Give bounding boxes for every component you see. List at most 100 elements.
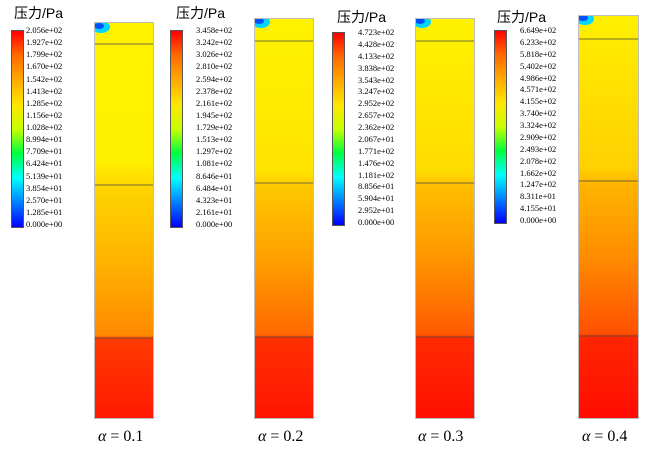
legend-title: 压力/Pa (176, 5, 226, 21)
pressure-contour-column (94, 22, 154, 419)
colorbar-tick-label: 1.799e+02 (26, 49, 63, 60)
colorbar-tick-label: 2.570e+01 (26, 194, 63, 205)
pressure-contour-plot (579, 16, 638, 418)
colorbar-tick-label: 3.458e+02 (196, 25, 233, 35)
pressure-contour-plot (95, 23, 153, 418)
legend-title: 压力/Pa (337, 9, 387, 25)
alpha-value: = 0.2 (270, 428, 304, 445)
colorbar-tick-label: 1.670e+02 (26, 61, 63, 72)
colorbar-tick-label: 8.311e+01 (520, 191, 556, 202)
contour-field (579, 16, 638, 418)
colorbar (170, 30, 183, 228)
colorbar-tick-label: 7.709e+01 (26, 146, 63, 157)
colorbar-tick-label: 4.323e+01 (196, 194, 233, 205)
colorbar-tick-label: 5.139e+01 (26, 170, 63, 181)
colorbar-tick-label: 3.242e+02 (196, 37, 233, 48)
colorbar-tick-label: 0.000e+00 (358, 217, 395, 227)
colorbar-tick-label: 2.078e+02 (520, 155, 557, 166)
colorbar-tick-label: 5.818e+02 (520, 48, 557, 59)
colorbar-tick-label: 0.000e+00 (520, 215, 557, 225)
inlet-low-pressure-core (95, 23, 104, 29)
colorbar-tick-label: 3.838e+02 (358, 62, 395, 73)
colorbar-tick-label: 1.476e+02 (358, 157, 395, 168)
colorbar-tick-label: 2.362e+02 (358, 122, 395, 132)
alpha-symbol: α (418, 428, 427, 445)
contour-field (95, 23, 153, 418)
alpha-label: α = 0.4 (582, 428, 627, 446)
legend-title: 压力/Pa (14, 5, 64, 21)
colorbar-tick-label: 4.428e+02 (358, 38, 395, 49)
inlet-low-pressure-core (579, 16, 588, 21)
colorbar-tick-label: 4.723e+02 (358, 27, 395, 37)
colorbar-tick-label: 2.909e+02 (520, 131, 557, 142)
colorbar-tick-label: 1.413e+02 (26, 85, 63, 96)
alpha-label: α = 0.1 (98, 428, 143, 446)
colorbar-tick-label: 6.484e+01 (196, 182, 233, 193)
alpha-symbol: α (258, 428, 267, 445)
colorbar-tick-label: 2.657e+02 (358, 110, 395, 121)
pressure-contour-column (578, 15, 639, 419)
colorbar-tick-label: 2.810e+02 (196, 61, 233, 72)
colorbar-tick-label: 1.729e+02 (196, 122, 233, 132)
colorbar-tick-label: 2.493e+02 (520, 143, 557, 154)
colorbar (11, 30, 24, 228)
colorbar-tick-label: 2.952e+01 (358, 205, 395, 216)
inlet-low-pressure-core (416, 19, 425, 24)
pressure-contour-plot (416, 19, 474, 418)
pressure-contour-column (254, 18, 314, 419)
colorbar-tick-label: 5.904e+01 (358, 193, 395, 204)
colorbar-tick-label: 6.233e+02 (520, 36, 557, 47)
colorbar-tick-label: 1.028e+02 (26, 122, 63, 132)
colorbar-tick-label: 2.067e+01 (358, 133, 395, 144)
alpha-symbol: α (582, 428, 591, 445)
colorbar-tick-label: 0.000e+00 (196, 219, 233, 229)
colorbar (332, 32, 345, 226)
contour-field (255, 19, 313, 418)
colorbar-tick-label: 1.542e+02 (26, 73, 63, 84)
colorbar-tick-label: 8.856e+01 (358, 181, 395, 192)
colorbar-tick-label: 4.155e+02 (520, 96, 557, 107)
colorbar-tick-label: 1.285e+02 (26, 97, 63, 108)
colorbar-tick-label: 3.740e+02 (520, 108, 557, 119)
colorbar-tick-label: 6.424e+01 (26, 158, 63, 169)
alpha-value: = 0.4 (594, 428, 628, 445)
colorbar-tick-label: 4.155e+01 (520, 203, 557, 214)
alpha-value: = 0.3 (430, 428, 464, 445)
colorbar-tick-label: 3.854e+01 (26, 182, 63, 193)
colorbar-tick-label: 3.026e+02 (196, 49, 233, 60)
colorbar-tick-label: 2.594e+02 (196, 73, 233, 84)
inlet-low-pressure-core (255, 19, 264, 24)
colorbar-tick-label: 6.649e+02 (520, 25, 557, 35)
colorbar-tick-label: 2.378e+02 (196, 85, 233, 96)
contour-field (416, 19, 474, 418)
colorbar-tick-label: 1.156e+02 (26, 109, 63, 120)
colorbar-tick-label: 1.771e+02 (358, 145, 395, 156)
colorbar (494, 30, 507, 224)
colorbar-tick-label: 1.247e+02 (520, 179, 557, 190)
colorbar-tick-label: 8.646e+01 (196, 170, 233, 181)
colorbar-tick-label: 1.945e+02 (196, 109, 233, 120)
colorbar-tick-label: 1.081e+02 (196, 158, 233, 169)
pressure-contour-plot (255, 19, 313, 418)
colorbar-tick-label: 8.994e+01 (26, 134, 63, 145)
colorbar-tick-label: 1.297e+02 (196, 146, 233, 157)
colorbar-tick-label: 0.000e+00 (26, 219, 63, 229)
alpha-label: α = 0.3 (418, 428, 463, 446)
colorbar-tick-label: 1.927e+02 (26, 37, 63, 48)
alpha-label: α = 0.2 (258, 428, 303, 446)
colorbar-tick-label: 1.662e+02 (520, 167, 557, 178)
colorbar-tick-label: 2.161e+01 (196, 206, 233, 217)
alpha-value: = 0.1 (110, 428, 144, 445)
colorbar-tick-label: 2.952e+02 (358, 98, 395, 109)
colorbar-tick-label: 5.402e+02 (520, 60, 557, 71)
colorbar-tick-label: 3.543e+02 (358, 74, 395, 85)
colorbar-tick-label: 1.285e+01 (26, 206, 63, 217)
colorbar-tick-label: 1.513e+02 (196, 134, 233, 145)
alpha-symbol: α (98, 428, 107, 445)
colorbar-tick-label: 3.324e+02 (520, 120, 557, 130)
colorbar-tick-label: 2.161e+02 (196, 97, 233, 108)
colorbar-tick-label: 4.133e+02 (358, 50, 395, 61)
colorbar-tick-label: 1.181e+02 (358, 169, 395, 180)
colorbar-tick-label: 4.986e+02 (520, 72, 557, 83)
colorbar-tick-label: 4.571e+02 (520, 84, 557, 95)
